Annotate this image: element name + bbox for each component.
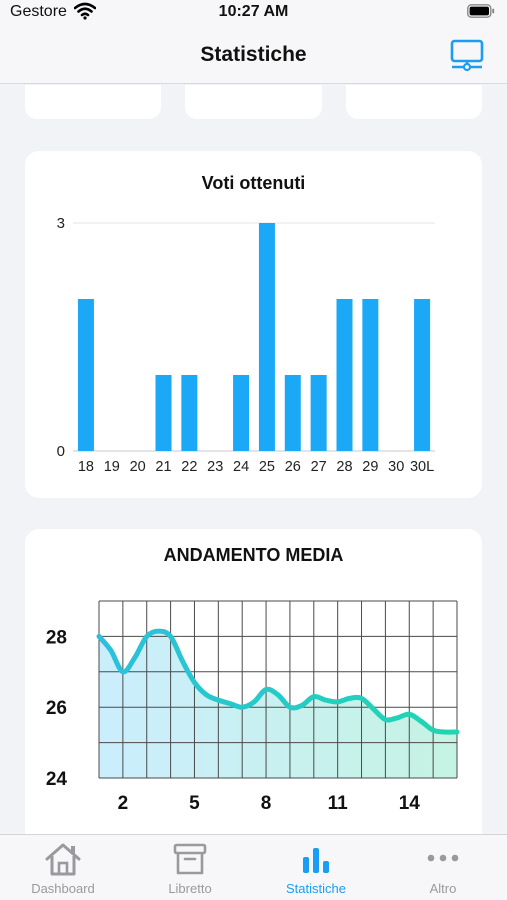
battery-icon: [467, 4, 495, 18]
tab-statistiche[interactable]: Statistiche: [253, 835, 379, 900]
y-tick-label: 3: [57, 215, 65, 232]
bar: [233, 375, 250, 451]
wifi-icon: [74, 2, 96, 20]
tab-label: Dashboard: [31, 881, 95, 896]
average-card-title: ANDAMENTO MEDIA: [163, 545, 344, 565]
ellipsis-icon: [427, 854, 459, 862]
status-bar: Gestore 10:27 AM: [0, 0, 507, 26]
tab-libretto[interactable]: Libretto: [127, 835, 253, 900]
x-tick-label: 21: [155, 459, 171, 475]
carrier-name: Gestore: [10, 3, 67, 20]
x-tick-label: 28: [336, 459, 352, 475]
x-tick-label: 22: [181, 459, 197, 475]
votes-card-title: Voti ottenuti: [201, 173, 306, 193]
clock-time: 10:27 AM: [218, 3, 289, 20]
area-fill: [99, 631, 457, 778]
x-tick-label: 2: [118, 793, 129, 814]
summary-card: [346, 85, 482, 119]
votes-card: Voti ottenuti 0 3 18 19 20 21 22 23 24 25 26 27 28 29…: [25, 151, 482, 498]
votes-bar-chart: 0 3 18 19 20 21 22 23 24 25 26 27 28 29 30 30L: [57, 215, 435, 475]
x-tick-label: 11: [328, 793, 349, 814]
tab-altro[interactable]: Altro: [380, 835, 506, 900]
x-tick-label: 5: [189, 793, 200, 814]
bar-chart-icon: [303, 848, 329, 873]
x-tick-label: 14: [399, 793, 421, 814]
x-tick-label: 26: [285, 459, 301, 475]
x-tick-label: 30L: [410, 459, 434, 475]
x-tick-label: 25: [259, 459, 275, 475]
y-tick-label: 26: [46, 698, 67, 719]
x-tick-label: 27: [311, 459, 327, 475]
summary-card: [25, 85, 161, 119]
x-tick-label: 18: [78, 459, 94, 475]
y-tick-label: 0: [57, 443, 65, 460]
bar: [77, 299, 94, 451]
monitor-icon[interactable]: [449, 38, 485, 72]
bar: [336, 299, 353, 451]
average-trend-chart: 24 26 28 2 5 8 11 14: [46, 600, 460, 814]
bar: [155, 375, 172, 451]
bar: [362, 299, 379, 451]
x-tick-label: 19: [104, 459, 120, 475]
x-tick-label: 30: [388, 459, 404, 475]
bar: [310, 375, 327, 451]
tab-bar: Dashboard Libretto Statistiche Altro: [0, 834, 507, 900]
summary-card: [185, 85, 322, 119]
tab-dashboard[interactable]: Dashboard: [0, 835, 126, 900]
x-tick-label: 23: [207, 459, 223, 475]
house-icon: [45, 843, 81, 876]
statistics-content[interactable]: Voti ottenuti 0 3 18 19 20 21 22 23 24 25 26 27 28 29…: [0, 85, 507, 834]
bar: [258, 223, 275, 451]
x-tick-label: 8: [261, 793, 272, 814]
bar: [181, 375, 198, 451]
average-trend-card: ANDAMENTO MEDIA 24 26 28 2 5 8 11 14: [25, 529, 482, 834]
navigation-bar: Statistiche: [0, 26, 507, 84]
bar: [414, 299, 431, 451]
x-tick-label: 20: [130, 459, 146, 475]
tab-label: Statistiche: [286, 881, 346, 896]
y-tick-label: 28: [46, 627, 67, 648]
page-title: Statistiche: [200, 43, 307, 66]
x-tick-label: 24: [233, 459, 249, 475]
tab-label: Altro: [429, 881, 457, 896]
archive-box-icon: [173, 843, 207, 875]
bar: [284, 375, 301, 451]
average-line: [96, 628, 460, 735]
tab-label: Libretto: [168, 881, 212, 896]
x-tick-label: 29: [362, 459, 378, 475]
y-tick-label: 24: [46, 769, 68, 790]
